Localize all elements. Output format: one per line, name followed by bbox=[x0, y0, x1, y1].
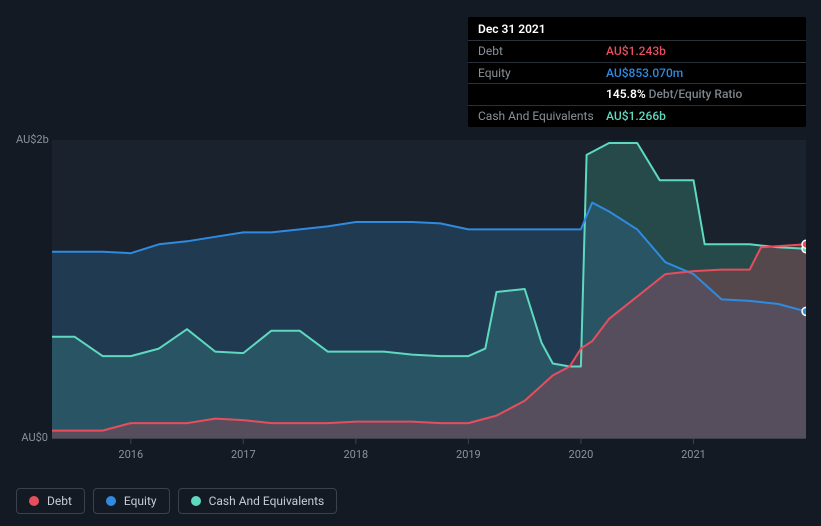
legend-label: Debt bbox=[47, 494, 72, 508]
x-axis-label: 2017 bbox=[231, 448, 256, 461]
chart-area: AU$2b AU$0 2016 2017 2018 2019 2020 2021 bbox=[16, 118, 806, 473]
series-marker-debt bbox=[802, 240, 806, 248]
tooltip-row-value: AU$1.243b bbox=[606, 43, 666, 60]
chart-legend: Debt Equity Cash And Equivalents bbox=[16, 488, 337, 514]
series-marker-equity bbox=[802, 307, 806, 315]
tooltip-row: EquityAU$853.070m bbox=[468, 62, 806, 84]
legend-label: Equity bbox=[124, 494, 157, 508]
x-axis-label: 2020 bbox=[569, 448, 594, 461]
chart-tooltip: Dec 31 2021 DebtAU$1.243bEquityAU$853.07… bbox=[468, 17, 806, 127]
legend-swatch-icon bbox=[29, 496, 39, 506]
legend-item-equity[interactable]: Equity bbox=[93, 488, 170, 514]
legend-item-cash[interactable]: Cash And Equivalents bbox=[178, 488, 338, 514]
x-axis-label: 2021 bbox=[681, 448, 706, 461]
legend-swatch-icon bbox=[106, 496, 116, 506]
tooltip-row-label: Equity bbox=[478, 65, 606, 82]
tooltip-row-value: 145.8% Debt/Equity Ratio bbox=[606, 86, 742, 103]
tooltip-row-label bbox=[478, 86, 606, 103]
legend-swatch-icon bbox=[191, 496, 201, 506]
tooltip-row: 145.8% Debt/Equity Ratio bbox=[468, 83, 806, 105]
legend-label: Cash And Equivalents bbox=[209, 494, 325, 508]
legend-item-debt[interactable]: Debt bbox=[16, 488, 85, 514]
x-axis-label: 2016 bbox=[118, 448, 143, 461]
tooltip-rows: DebtAU$1.243bEquityAU$853.070m145.8% Deb… bbox=[468, 40, 806, 127]
y-axis-label: AU$0 bbox=[16, 431, 48, 444]
tooltip-row: DebtAU$1.243b bbox=[468, 40, 806, 62]
tooltip-date: Dec 31 2021 bbox=[468, 17, 806, 40]
tooltip-row-label: Debt bbox=[478, 43, 606, 60]
x-axis-label: 2019 bbox=[456, 448, 481, 461]
y-axis-label: AU$2b bbox=[16, 133, 48, 146]
chart-svg[interactable] bbox=[16, 118, 806, 473]
tooltip-row-value: AU$853.070m bbox=[606, 65, 683, 82]
x-axis-label: 2018 bbox=[343, 448, 368, 461]
